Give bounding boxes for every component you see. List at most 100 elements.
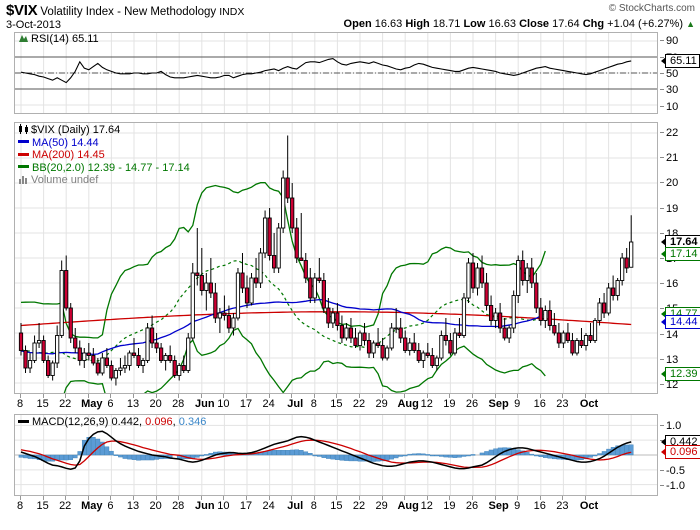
x-axis-day-label: 22 [352,500,366,512]
x-axis-day-label: 13 [126,500,140,512]
macd-signal-value: 0.096 [145,416,173,428]
x-axis-day-label: 15 [36,398,49,410]
symbol-exchange: INDX [219,6,245,18]
x-tick-mark [585,394,586,398]
candlestick-icon [18,124,29,134]
open-label: Open [343,18,372,30]
price-legend: $VIX (Daily) 17.64 MA(50) 14.44 MA(200) … [18,124,190,187]
stockcharts-watermark: © StockCharts.com [608,3,695,14]
x-tick-mark [200,394,202,398]
high-value: 18.71 [432,18,461,30]
high-label: High [405,18,430,30]
x-axis-month-label: Jul [287,398,304,410]
x-tick-mark [313,394,315,398]
x-tick-mark [20,394,21,398]
x-tick-mark [426,394,428,398]
x-axis-month-label: Sep [488,500,509,512]
x-axis-day-label: 28 [172,500,185,512]
macd-comma-2: , [172,416,176,428]
x-tick-mark [200,496,202,500]
x-axis-day-label: 19 [443,500,456,512]
x-axis-day-label: 26 [465,500,479,512]
x-axis-day-label: 10 [217,398,230,410]
x-axis-day-label: 8 [310,398,317,410]
y-tick-label: 19 [666,202,679,215]
macd-swatch [18,419,29,423]
x-axis-day-label: 20 [149,500,162,512]
x-axis-day-label: 9 [514,500,521,512]
x-axis-month-label: Jun [195,500,215,512]
x-tick-mark [223,394,225,398]
x-axis-month-label: Aug [397,398,419,410]
y-tick-mark [660,157,664,159]
x-axis-day-label: 12 [420,398,433,410]
y-tick-mark [660,40,664,42]
x-axis-month-label: May [81,500,103,512]
x-tick-mark [426,496,428,500]
x-axis-day-label: 23 [556,398,569,410]
y-tick-mark [660,308,664,310]
x-axis-month-label: Jun [195,398,215,410]
macd-value: 0.442 [111,416,140,428]
price-legend-title: $VIX (Daily) 17.64 [31,124,121,136]
close-price-flag: 17.64 [661,234,700,249]
y-tick-mark [660,485,664,487]
symbol-description: Volatility Index - New Methodology [40,6,217,18]
macd-legend-name: MACD(12,26,9) [32,416,109,428]
x-tick-mark [359,496,360,500]
x-axis-day-label: 12 [420,500,433,512]
x-axis-day-label: 19 [443,398,456,410]
x-tick-mark [472,394,473,398]
x-tick-mark [42,496,44,500]
x-axis-month-label: Oct [579,398,599,410]
y-tick-mark [660,283,664,285]
x-axis-day-label: 29 [375,500,388,512]
up-triangle-icon: ▲ [686,19,695,29]
quote-bar: Open 16.63 High 18.71 Low 16.63 Close 17… [344,18,695,30]
x-tick-mark [223,496,225,500]
x-tick-mark [110,496,112,500]
x-tick-mark [539,394,541,398]
x-tick-mark [65,394,67,398]
rsi-panel [14,32,658,114]
x-tick-mark [268,394,270,398]
macd-panel [14,414,658,496]
y-tick-label: -1.0 [666,480,685,493]
y-tick-mark [660,258,664,259]
x-tick-mark [155,496,157,500]
y-tick-mark [660,358,664,360]
bollinger-swatch [18,165,29,169]
open-value: 16.63 [374,18,403,30]
chg-label: Chg [582,18,605,30]
y-tick-label: 1.0 [666,419,682,432]
macd-signal-flag: 0.096 [661,445,700,460]
low-label: Low [463,18,486,30]
y-tick-label: 22 [666,127,679,140]
chart-date: 3-Oct-2013 [6,19,62,31]
x-axis-month-label: Aug [397,500,419,512]
y-tick-mark [660,182,664,184]
y-tick-mark [660,89,664,91]
bb-legend: BB(20,2.0) 12.39 - 14.77 - 17.14 [32,161,190,174]
x-axis-month-label: Sep [488,398,509,410]
close-value: 17.64 [552,18,580,30]
x-tick-mark [291,394,293,398]
y-tick-mark [660,232,664,234]
x-axis-day-label: 13 [126,398,140,410]
x-tick-mark [585,496,586,500]
x-tick-mark [562,394,564,398]
y-tick-label: 90 [666,35,679,48]
x-tick-mark [539,496,541,500]
macd-hist-value: 0.346 [178,416,207,428]
price-y-axis: 222120191817161514131217.6417.1414.7714.… [660,122,700,394]
x-tick-mark [42,394,44,398]
x-axis-day-label: 16 [533,500,546,512]
x-tick-mark [246,496,247,500]
x-tick-mark [133,394,134,398]
y-tick-mark [660,333,664,335]
x-axis-top: 8 15 22 May 6 13 20 28 Jun 10 17 24 Jul 8 15 22 29 Aug 12 1… [14,394,658,412]
x-tick-mark [517,496,519,500]
volume-legend: Volume undef [31,174,99,186]
mountain-icon [18,33,29,43]
